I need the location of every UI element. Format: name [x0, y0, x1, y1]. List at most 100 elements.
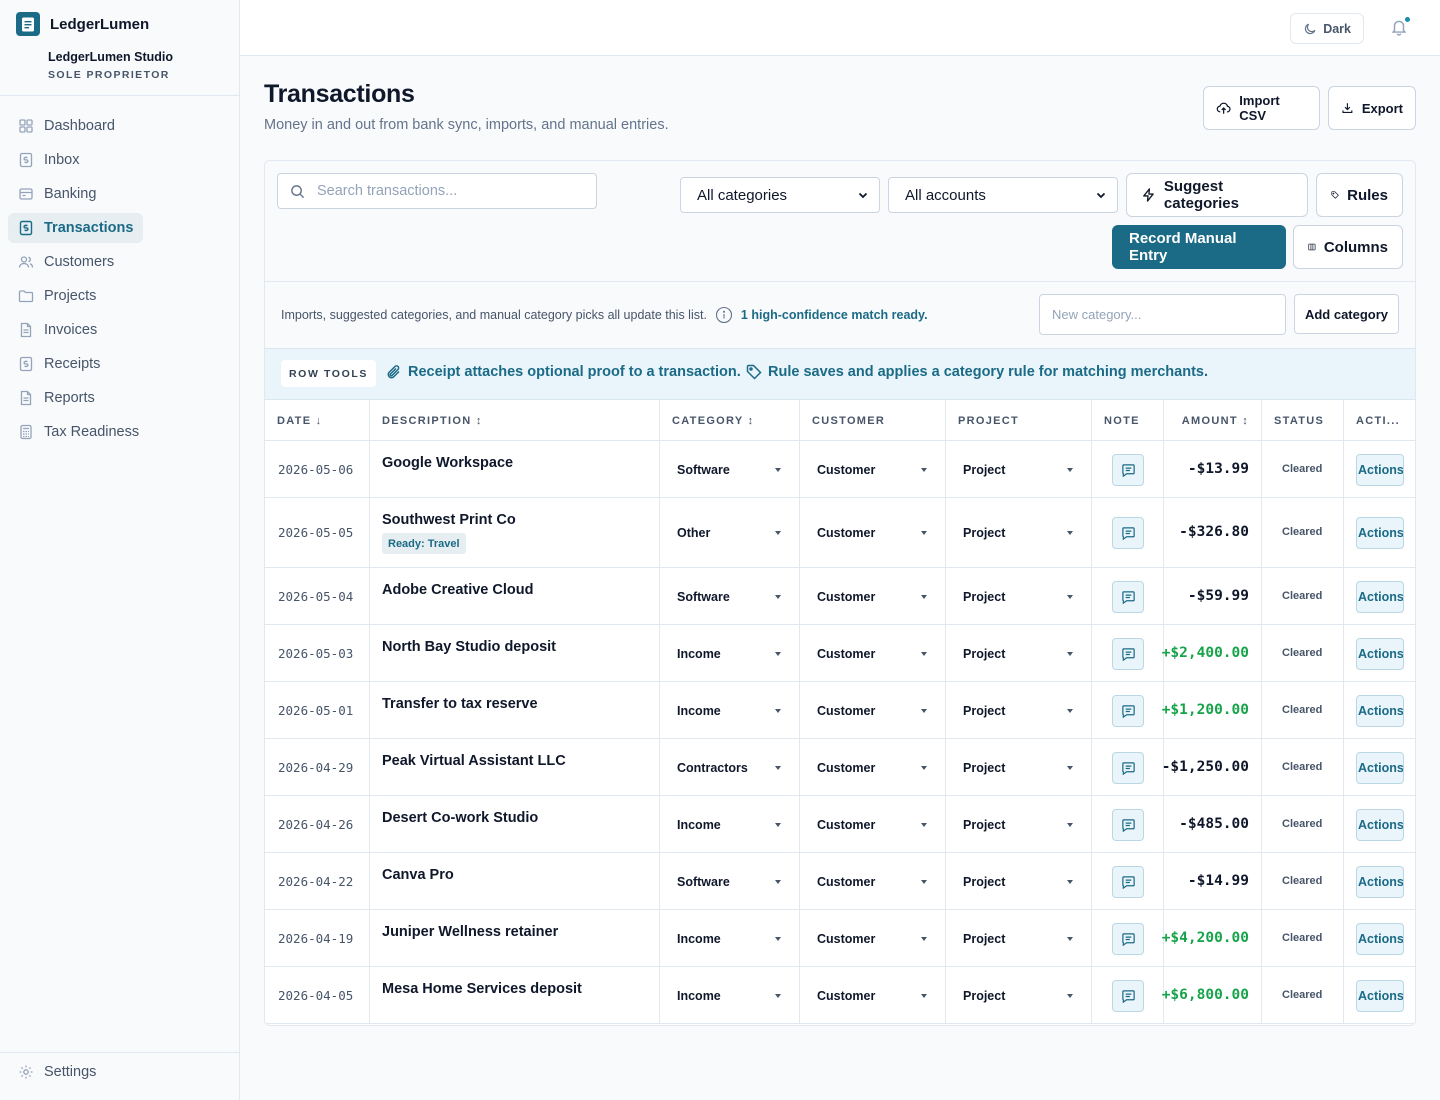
category-select[interactable]: Income [666, 638, 793, 670]
category-select[interactable]: Software [666, 866, 793, 898]
sidebar-item-label: Banking [44, 186, 97, 202]
project-select[interactable]: Project [952, 638, 1085, 670]
row-actions-button[interactable]: Actions [1356, 581, 1404, 613]
new-category-input[interactable] [1052, 307, 1272, 322]
project-cell: Project [946, 739, 1092, 795]
customer-select[interactable]: Customer [806, 752, 939, 784]
customer-select[interactable]: Customer [806, 923, 939, 955]
row-actions-button[interactable]: Actions [1356, 517, 1404, 549]
customer-select[interactable]: Customer [806, 809, 939, 841]
search-box[interactable] [277, 173, 597, 209]
category-select[interactable]: Contractors [666, 752, 793, 784]
project-select[interactable]: Project [952, 454, 1085, 486]
note-button[interactable] [1112, 866, 1144, 898]
search-input[interactable] [317, 183, 577, 199]
note-cell [1092, 568, 1164, 624]
column-header-category[interactable]: CATEGORY ↕ [660, 400, 800, 441]
sidebar-item-receipts[interactable]: Receipts [8, 349, 110, 379]
note-button[interactable] [1112, 809, 1144, 841]
high-confidence-match-link[interactable]: 1 high-confidence match ready. [740, 308, 928, 322]
project-select[interactable]: Project [952, 581, 1085, 613]
project-select[interactable]: Project [952, 980, 1085, 1012]
caret-down-icon [775, 937, 781, 941]
column-header-amount[interactable]: AMOUNT ↕ [1164, 400, 1262, 441]
row-actions-button[interactable]: Actions [1356, 454, 1404, 486]
category-select[interactable]: Software [666, 454, 793, 486]
date-cell: 2026-05-06 [265, 441, 370, 497]
brand[interactable]: LedgerLumen [16, 12, 149, 36]
column-header-description[interactable]: DESCRIPTION ↕ [370, 400, 660, 441]
project-value: Project [963, 526, 1006, 540]
row-actions-button[interactable]: Actions [1356, 638, 1404, 670]
category-select[interactable]: Other [666, 517, 793, 549]
transaction-amount: -$59.99 [1187, 588, 1249, 604]
sidebar-item-dashboard[interactable]: Dashboard [8, 111, 125, 141]
project-select[interactable]: Project [952, 809, 1085, 841]
row-actions-button[interactable]: Actions [1356, 809, 1404, 841]
column-header-date[interactable]: DATE ↓ [265, 400, 370, 441]
status-cell: Cleared [1262, 967, 1344, 1023]
category-select[interactable]: Income [666, 695, 793, 727]
note-button[interactable] [1112, 517, 1144, 549]
note-button[interactable] [1112, 454, 1144, 486]
theme-toggle-button[interactable]: Dark [1290, 13, 1364, 44]
sidebar-item-label: Tax Readiness [44, 424, 140, 440]
columns-button[interactable]: Columns [1293, 225, 1403, 269]
caret-down-icon [921, 468, 927, 472]
account-filter-value: All accounts [905, 186, 986, 204]
comment-icon [1121, 818, 1135, 832]
sidebar-item-tax-readiness[interactable]: Tax Readiness [8, 417, 149, 447]
project-select[interactable]: Project [952, 752, 1085, 784]
project-select[interactable]: Project [952, 923, 1085, 955]
customer-select[interactable]: Customer [806, 454, 939, 486]
sidebar-item-settings[interactable]: Settings [18, 1064, 96, 1080]
customer-select[interactable]: Customer [806, 517, 939, 549]
row-actions-button[interactable]: Actions [1356, 923, 1404, 955]
row-actions-button[interactable]: Actions [1356, 752, 1404, 784]
row-actions-button[interactable]: Actions [1356, 866, 1404, 898]
category-select[interactable]: Software [666, 581, 793, 613]
note-button[interactable] [1112, 638, 1144, 670]
sidebar-item-banking[interactable]: Banking [8, 179, 106, 209]
customer-select[interactable]: Customer [806, 581, 939, 613]
record-manual-entry-button[interactable]: Record Manual Entry [1112, 225, 1286, 269]
caret-down-icon [921, 709, 927, 713]
suggestion-badge[interactable]: Ready: Travel [382, 533, 466, 554]
row-actions-button[interactable]: Actions [1356, 980, 1404, 1012]
new-category-field[interactable] [1039, 294, 1286, 335]
sidebar-item-transactions[interactable]: Transactions [8, 213, 144, 243]
customer-select[interactable]: Customer [806, 638, 939, 670]
sidebar-item-inbox[interactable]: Inbox [8, 145, 89, 175]
project-value: Project [963, 704, 1006, 718]
account-filter-select[interactable]: All accounts [888, 177, 1118, 213]
add-category-button[interactable]: Add category [1294, 294, 1399, 334]
note-button[interactable] [1112, 752, 1144, 784]
customer-select[interactable]: Customer [806, 695, 939, 727]
project-select[interactable]: Project [952, 866, 1085, 898]
customer-select[interactable]: Customer [806, 980, 939, 1012]
category-select[interactable]: Income [666, 923, 793, 955]
note-button[interactable] [1112, 581, 1144, 613]
note-button[interactable] [1112, 980, 1144, 1012]
note-button[interactable] [1112, 923, 1144, 955]
import-csv-button[interactable]: Import CSV [1203, 86, 1320, 130]
sidebar-item-invoices[interactable]: Invoices [8, 315, 107, 345]
sidebar-item-projects[interactable]: Projects [8, 281, 106, 311]
rules-button[interactable]: Rules [1316, 173, 1403, 217]
category-select[interactable]: Income [666, 980, 793, 1012]
notifications-button[interactable] [1390, 16, 1411, 38]
category-filter-select[interactable]: All categories [680, 177, 880, 213]
suggest-categories-button[interactable]: Suggest categories [1126, 173, 1308, 217]
sidebar-item-customers[interactable]: Customers [8, 247, 124, 277]
sidebar-item-reports[interactable]: Reports [8, 383, 105, 413]
row-actions-button[interactable]: Actions [1356, 695, 1404, 727]
customer-select[interactable]: Customer [806, 866, 939, 898]
transaction-date: 2026-04-05 [278, 988, 354, 1003]
project-select[interactable]: Project [952, 517, 1085, 549]
caret-down-icon [775, 994, 781, 998]
project-select[interactable]: Project [952, 695, 1085, 727]
category-select[interactable]: Income [666, 809, 793, 841]
actions-cell: Actions [1344, 853, 1415, 909]
export-button[interactable]: Export [1328, 86, 1416, 130]
note-button[interactable] [1112, 695, 1144, 727]
